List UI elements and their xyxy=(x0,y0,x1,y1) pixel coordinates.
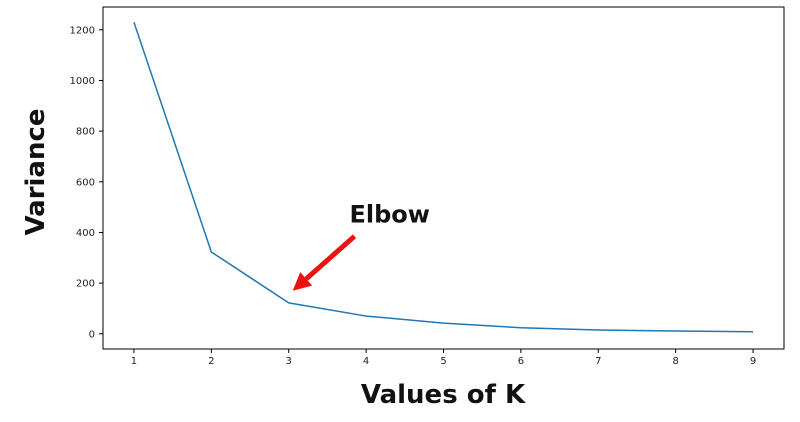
elbow-arrow-shaft xyxy=(304,234,357,281)
x-tick-label: 7 xyxy=(595,356,601,367)
y-tick-label: 0 xyxy=(89,329,95,340)
y-axis-title: Variance xyxy=(21,108,51,235)
plot-area xyxy=(102,6,785,350)
x-axis-title: Values of K xyxy=(361,380,526,410)
y-tick-label: 800 xyxy=(76,127,95,138)
x-tick-label: 4 xyxy=(363,356,369,367)
x-tick-label: 8 xyxy=(672,356,678,367)
x-tick-label: 1 xyxy=(131,356,137,367)
x-tick-label: 9 xyxy=(750,356,756,367)
y-tick-label: 1200 xyxy=(70,25,95,36)
series-layer xyxy=(133,21,754,333)
annotation-layer: Elbow xyxy=(292,200,430,291)
series-line xyxy=(133,21,754,333)
x-tick-label: 5 xyxy=(440,356,446,367)
x-tick-label: 2 xyxy=(208,356,214,367)
x-axis-ticks: 1 2 3 4 5 6 7 8 9 xyxy=(131,349,756,367)
elbow-arrow-head xyxy=(292,272,313,291)
y-tick-label: 400 xyxy=(76,228,95,239)
x-tick-label: 3 xyxy=(286,356,292,367)
y-tick-label: 600 xyxy=(76,177,95,188)
y-tick-label: 1000 xyxy=(70,76,95,87)
y-tick-label: 200 xyxy=(76,279,95,290)
elbow-annotation-text: Elbow xyxy=(350,200,430,228)
y-axis-ticks: 0 200 400 600 800 1000 1200 xyxy=(70,25,103,340)
x-tick-label: 6 xyxy=(518,356,524,367)
